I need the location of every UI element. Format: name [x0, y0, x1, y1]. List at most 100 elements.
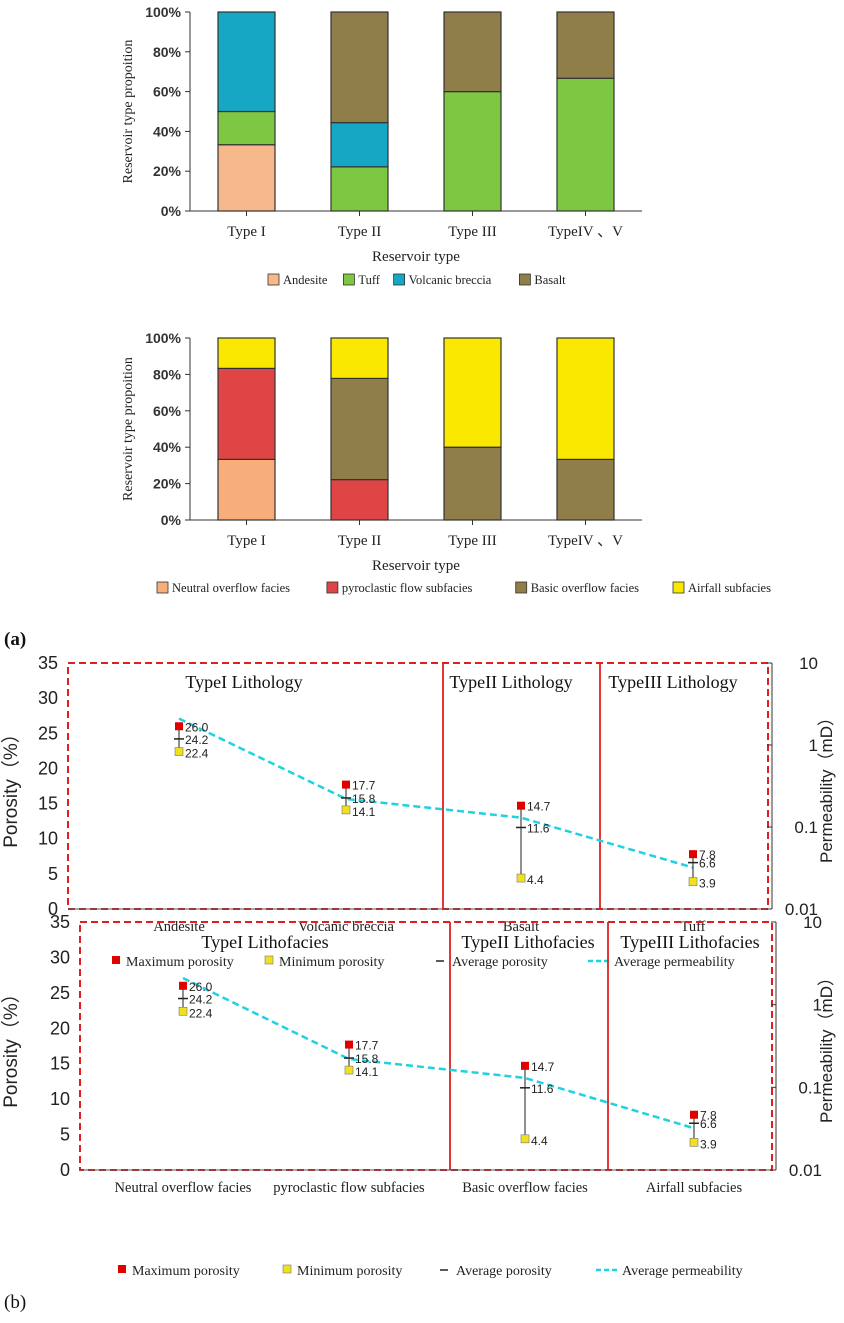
legend-swatch [156, 581, 169, 594]
min-porosity-label: 14.1 [355, 1065, 379, 1079]
permeability-line [178, 717, 694, 869]
group-label: TypeII Lithofacies [461, 932, 594, 952]
permeability-line [182, 976, 695, 1130]
max-porosity-label: 17.7 [352, 779, 376, 793]
bar-segment [330, 122, 389, 168]
bar-segment [217, 458, 276, 521]
max-porosity-marker [521, 1061, 529, 1070]
y-tick-label: 15 [50, 1054, 70, 1074]
y-tick-label: 20% [153, 476, 182, 492]
min-porosity-marker [174, 747, 184, 756]
max-porosity-label: 17.7 [355, 1039, 379, 1053]
legend-label: Average porosity [452, 955, 548, 970]
legend-label: Basic overflow facies [531, 581, 639, 595]
lithology-proportion-chart: 0% 20% 40% 60% 80% 100% Reservoir type propoit… [121, 4, 642, 287]
y-tick-label: 100% [145, 4, 181, 20]
y-axis-label: Reservoir type propoition [121, 357, 136, 501]
bar-segment [443, 337, 502, 448]
y-tick-label: 10 [38, 829, 58, 849]
bar-segment [330, 377, 389, 481]
min-porosity-marker [344, 1065, 354, 1075]
y-tick-label: 25 [50, 983, 70, 1003]
legend-label: Average permeability [622, 1264, 743, 1279]
max-porosity-marker [342, 780, 350, 789]
y2-tick-label: 0.1 [798, 1078, 822, 1097]
group-label: TypeIII Lithology [608, 672, 737, 692]
y-tick-label: 80% [153, 366, 182, 382]
y2-tick-label: 10 [799, 654, 818, 673]
x-tick-label: Airfall subfacies [646, 1180, 743, 1196]
bar-segment [217, 11, 276, 113]
y-tick-label: 5 [48, 864, 58, 884]
max-porosity-label: 7.8 [699, 848, 716, 862]
max-porosity-marker [690, 1110, 698, 1119]
group-label: TypeI Lithology [185, 672, 302, 692]
y2-axis-label: Permeability（mD） [817, 969, 836, 1123]
max-porosity-marker [175, 722, 183, 731]
y-tick-label: 20 [50, 1018, 70, 1038]
legend-label: Maximum porosity [132, 1264, 240, 1279]
y-tick-label: 0% [161, 203, 182, 219]
legend-label: Neutral overflow facies [172, 581, 290, 595]
legend-swatch [515, 581, 528, 594]
y2-tick-label: 0.01 [785, 900, 818, 919]
bar-segment [330, 11, 389, 124]
y-axis-label: Reservoir type propoition [121, 40, 136, 184]
group-label: TypeII Lithology [449, 672, 572, 692]
y2-tick-label: 1 [809, 736, 818, 755]
min-porosity-label: 4.4 [527, 873, 544, 887]
y-tick-label: 20 [38, 758, 58, 778]
group-label: TypeIII Lithofacies [620, 932, 759, 952]
avg-porosity-label: 15.8 [352, 792, 376, 806]
bar-segment [443, 90, 502, 212]
x-axis-label: Reservoir type [372, 558, 460, 574]
y-tick-label: 25 [38, 723, 58, 743]
avg-porosity-label: 6.6 [700, 1117, 717, 1131]
y-tick-label: 30 [50, 947, 70, 967]
panel-label-b: (b) [4, 1292, 26, 1313]
legend-min-swatch [282, 1264, 292, 1274]
panel-label-a: (a) [4, 629, 26, 650]
min-porosity-label: 14.1 [352, 805, 376, 819]
y-tick-label: 40% [153, 123, 182, 139]
bar-segment [330, 166, 389, 212]
legend-swatch [672, 581, 685, 594]
max-porosity-label: 14.7 [527, 800, 551, 814]
legend-label: Volcanic breccia [409, 273, 492, 287]
y-tick-label: 5 [60, 1125, 70, 1145]
bar-segment [556, 11, 615, 79]
legend-label: Minimum porosity [279, 955, 384, 970]
legend-label: Maximum porosity [126, 955, 234, 970]
min-porosity-label: 22.4 [189, 1006, 213, 1020]
legend-swatch [326, 581, 339, 594]
lithofacies-porosity-chart: 0 5 10 15 20 25 30 35 Porosity（%） 0.01 0.1 1 10 Perme… [0, 912, 836, 1279]
legend-label: Tuff [358, 273, 380, 287]
x-tick-label: Type II [338, 224, 382, 240]
y-tick-label: 20% [153, 163, 182, 179]
legend-min-swatch [264, 955, 274, 965]
legend-label: Basalt [534, 273, 566, 287]
y-tick-label: 80% [153, 44, 182, 60]
max-porosity-label: 26.0 [185, 720, 209, 734]
x-tick-label: Type III [448, 533, 497, 549]
legend-swatch [342, 273, 355, 286]
x-tick-label: Type III [448, 224, 497, 240]
legend-label: Average porosity [456, 1264, 552, 1279]
legend-label: pyroclastic flow subfacies [342, 581, 473, 595]
min-porosity-marker [516, 873, 526, 883]
min-porosity-marker [520, 1134, 530, 1144]
legend-swatch [519, 273, 531, 286]
y-tick-label: 40% [153, 439, 182, 455]
min-porosity-label: 4.4 [531, 1134, 548, 1148]
y-tick-label: 0 [48, 899, 58, 919]
x-tick-label: Basic overflow facies [462, 1180, 588, 1196]
y-tick-label: 10 [50, 1089, 70, 1109]
bar-segment [443, 11, 502, 93]
legend-label: Airfall subfacies [688, 581, 771, 595]
y2-tick-label: 10 [803, 913, 822, 932]
min-porosity-label: 3.9 [699, 877, 716, 891]
y-tick-label: 35 [50, 912, 70, 932]
bar-segment [217, 144, 276, 212]
